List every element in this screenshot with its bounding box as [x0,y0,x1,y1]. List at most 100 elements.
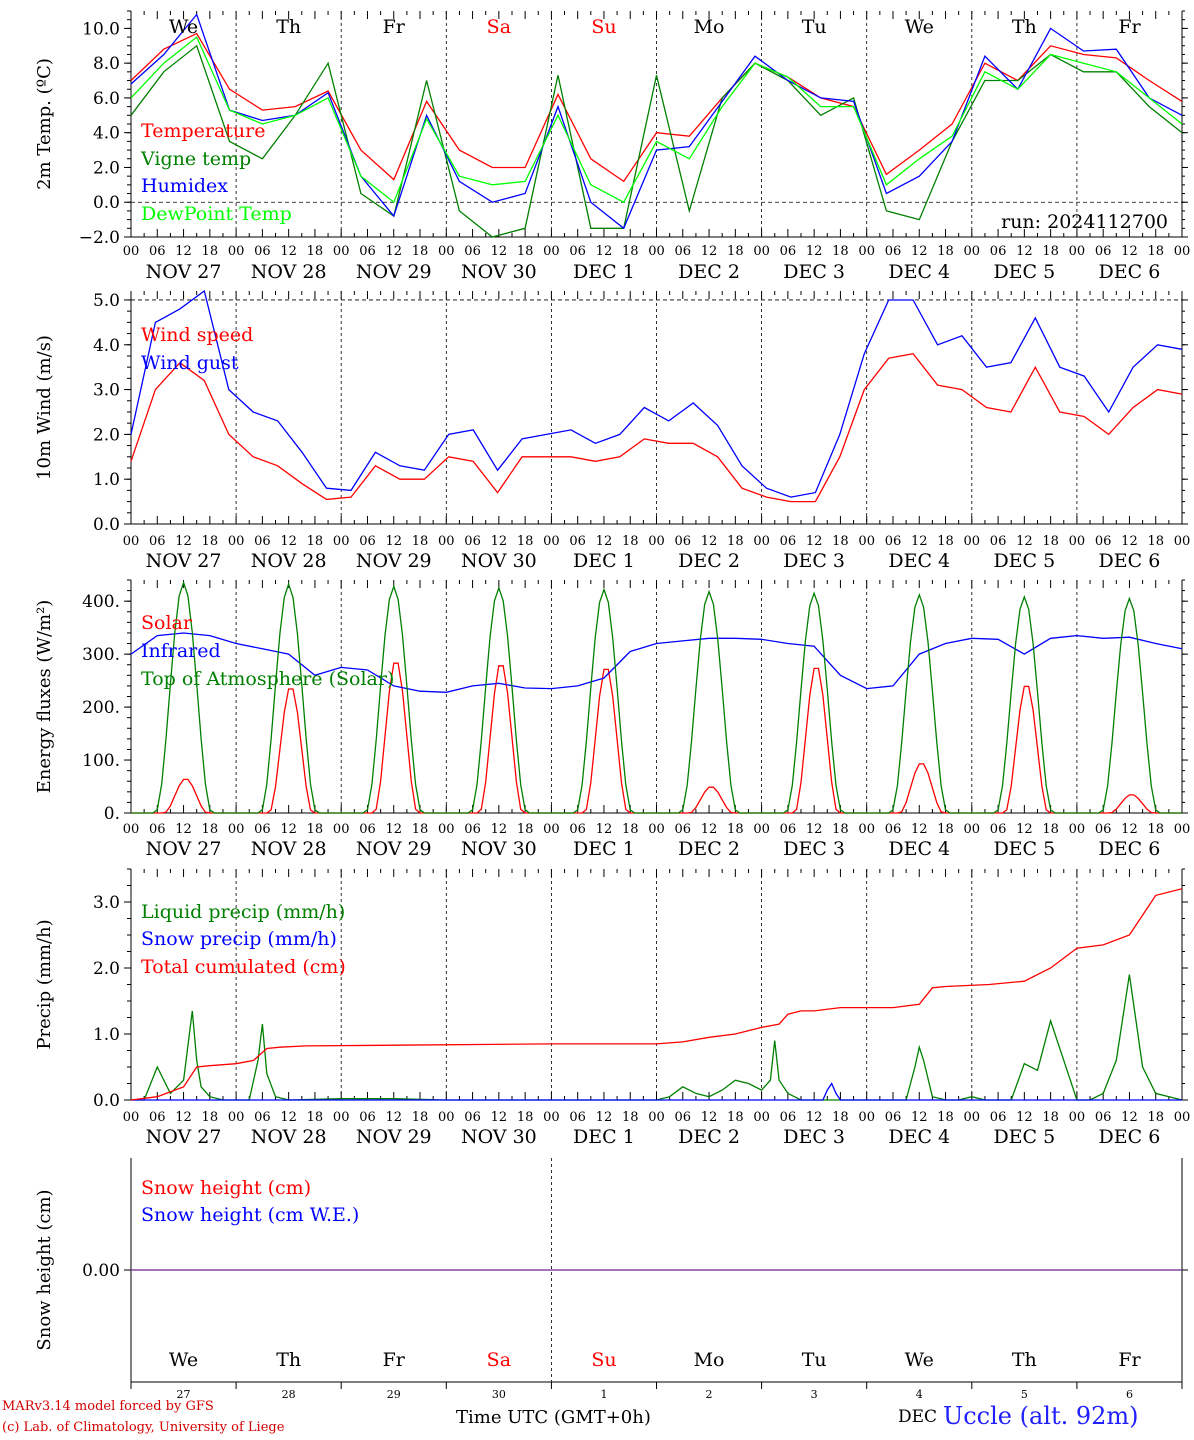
date-label: DEC 3 [783,550,845,572]
y-tick-label: 3.0 [93,381,120,401]
hour-tick-label: 06 [254,534,271,549]
hour-tick-label: 18 [727,822,744,837]
date-label: DEC 2 [678,838,740,860]
date-label: DEC 5 [993,550,1055,572]
hour-tick-label: 06 [675,534,692,549]
hour-tick-label: 06 [990,244,1007,259]
hour-tick-label: 00 [858,244,875,259]
y-tick-label: 4.0 [93,124,120,144]
hour-tick-label: 18 [517,1110,534,1125]
hour-tick-label: 00 [543,534,560,549]
y-tick-label: 3.0 [93,893,120,913]
date-label: DEC 6 [1099,261,1161,283]
hour-tick-label: 00 [1069,822,1086,837]
hour-tick-label: 00 [1069,534,1086,549]
hour-tick-label: 00 [228,1110,245,1125]
hour-tick-label: 06 [885,822,902,837]
day-name-bottom: Th [1012,1349,1037,1371]
hour-tick-label: 06 [569,1110,586,1125]
date-label: DEC 3 [783,838,845,860]
legend-entry: Total cumulated (cm) [141,956,346,978]
hour-tick-label: 12 [596,1110,613,1125]
hour-tick-label: 06 [569,822,586,837]
hour-tick-label: 00 [1174,244,1191,259]
hour-tick-label: 06 [254,1110,271,1125]
day-name-bottom: Th [276,1349,301,1371]
hour-tick-label: 06 [149,822,166,837]
hour-tick-label: 12 [385,1110,402,1125]
hour-tick-label: 18 [1042,534,1059,549]
legend-entry: Solar [141,612,193,634]
legend-entry: Top of Atmosphere (Solar) [141,668,394,690]
date-label: DEC 2 [678,550,740,572]
date-label: NOV 27 [146,550,222,572]
hour-tick-label: 06 [149,244,166,259]
day-number: 28 [282,1388,296,1401]
hour-tick-label: 06 [675,822,692,837]
hour-tick-label: 18 [937,534,954,549]
legend-entry: Wind gust [141,352,239,374]
y-tick-label: 5.0 [93,291,120,311]
hour-tick-label: 06 [464,244,481,259]
legend-entry: Wind speed [141,324,253,346]
y-tick-label: 0. [104,804,120,824]
hour-tick-label: 12 [1016,534,1033,549]
y-tick-label: 300. [82,645,120,665]
date-label: NOV 27 [146,261,222,283]
hour-tick-label: 12 [1016,244,1033,259]
date-label: DEC 6 [1099,550,1161,572]
hour-tick-label: 12 [806,244,823,259]
hour-tick-label: 00 [123,822,140,837]
series-line-3 [130,888,1183,1101]
hour-tick-label: 06 [885,534,902,549]
day-name-top: Sa [487,16,511,38]
hour-tick-label: 06 [569,534,586,549]
hour-tick-label: 18 [622,244,639,259]
series-line-2 [130,632,1183,693]
hour-tick-label: 12 [175,534,192,549]
hour-tick-label: 18 [1042,1110,1059,1125]
hour-tick-label: 12 [1121,534,1138,549]
legend-entry: Vigne temp [140,148,251,170]
hour-tick-label: 00 [543,244,560,259]
hour-tick-label: 00 [123,1110,140,1125]
day-name-bottom: We [905,1349,934,1371]
legend-entry: Snow height (cm W.E.) [141,1204,359,1226]
day-number: 27 [177,1388,191,1401]
hour-tick-label: 18 [517,534,534,549]
date-label: NOV 29 [356,550,432,572]
hour-tick-label: 06 [254,244,271,259]
day-name-top: Th [276,16,301,38]
day-name-bottom: Mo [694,1349,725,1371]
hour-tick-label: 18 [1147,244,1164,259]
hour-tick-label: 18 [412,1110,429,1125]
legend-entry: Humidex [141,175,228,197]
day-number: 30 [492,1388,506,1401]
hour-tick-label: 06 [780,534,797,549]
hour-tick-label: 18 [307,1110,324,1125]
hour-tick-label: 06 [149,534,166,549]
hour-tick-label: 00 [753,244,770,259]
series-line-2 [130,289,1183,498]
hour-tick-label: 06 [885,244,902,259]
hour-tick-label: 06 [464,1110,481,1125]
x-axis-title: Time UTC (GMT+0h) [456,1407,651,1428]
hour-tick-label: 12 [385,822,402,837]
y-tick-label: 2.0 [93,158,120,178]
y-tick-label: 0.0 [93,1091,120,1111]
hour-tick-label: 00 [543,822,560,837]
day-name-top: Mo [694,16,725,38]
hour-tick-label: 00 [333,534,350,549]
y-tick-label: 2.0 [93,425,120,445]
hour-tick-label: 00 [753,1110,770,1125]
series-line-2 [131,1082,1182,1101]
legend-entry: DewPoint Temp [141,203,292,225]
date-label: DEC 1 [573,1126,635,1148]
panel-2: 0.0 1.0 2.0 3.0 4.0 5.0 10m Wind (m/s) Wind spe… [34,289,1190,572]
day-number: 1 [600,1388,607,1401]
day-name-bottom: We [169,1349,198,1371]
hour-tick-label: 18 [1147,822,1164,837]
hour-tick-label: 12 [491,244,508,259]
hour-tick-label: 12 [1016,822,1033,837]
